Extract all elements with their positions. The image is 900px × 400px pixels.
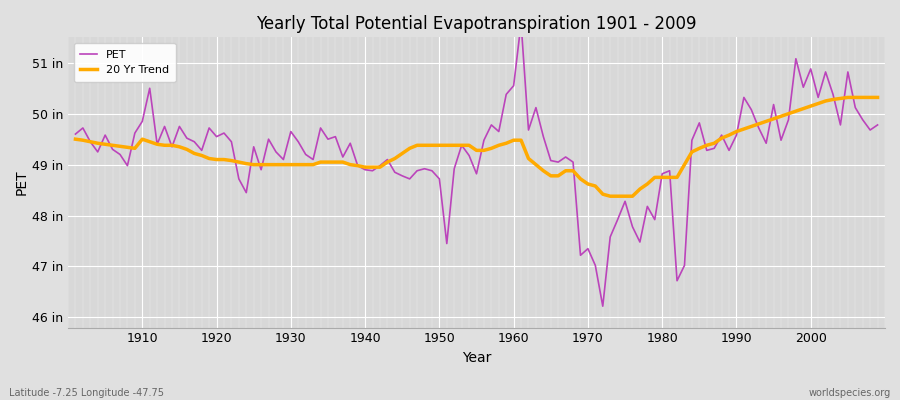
20 Yr Trend [605, 194, 616, 199]
PET [292, 139, 303, 144]
Line: 20 Yr Trend: 20 Yr Trend [76, 98, 878, 196]
20 Yr Trend [508, 138, 519, 142]
PET [500, 92, 511, 97]
20 Yr Trend [500, 141, 511, 146]
PET [70, 132, 81, 136]
PET [612, 217, 623, 222]
PET [516, 21, 526, 26]
Line: PET: PET [76, 23, 878, 306]
X-axis label: Year: Year [462, 351, 491, 365]
PET [338, 154, 348, 159]
20 Yr Trend [130, 146, 140, 151]
Title: Yearly Total Potential Evapotranspiration 1901 - 2009: Yearly Total Potential Evapotranspiratio… [256, 15, 697, 33]
20 Yr Trend [872, 95, 883, 100]
20 Yr Trend [338, 160, 348, 164]
PET [598, 304, 608, 308]
PET [872, 122, 883, 127]
Text: worldspecies.org: worldspecies.org [809, 388, 891, 398]
20 Yr Trend [598, 192, 608, 196]
PET [130, 131, 140, 136]
Y-axis label: PET: PET [15, 170, 29, 195]
PET [508, 83, 519, 88]
Text: Latitude -7.25 Longitude -47.75: Latitude -7.25 Longitude -47.75 [9, 388, 164, 398]
20 Yr Trend [292, 162, 303, 167]
Legend: PET, 20 Yr Trend: PET, 20 Yr Trend [74, 43, 176, 82]
20 Yr Trend [70, 137, 81, 142]
20 Yr Trend [842, 95, 853, 100]
